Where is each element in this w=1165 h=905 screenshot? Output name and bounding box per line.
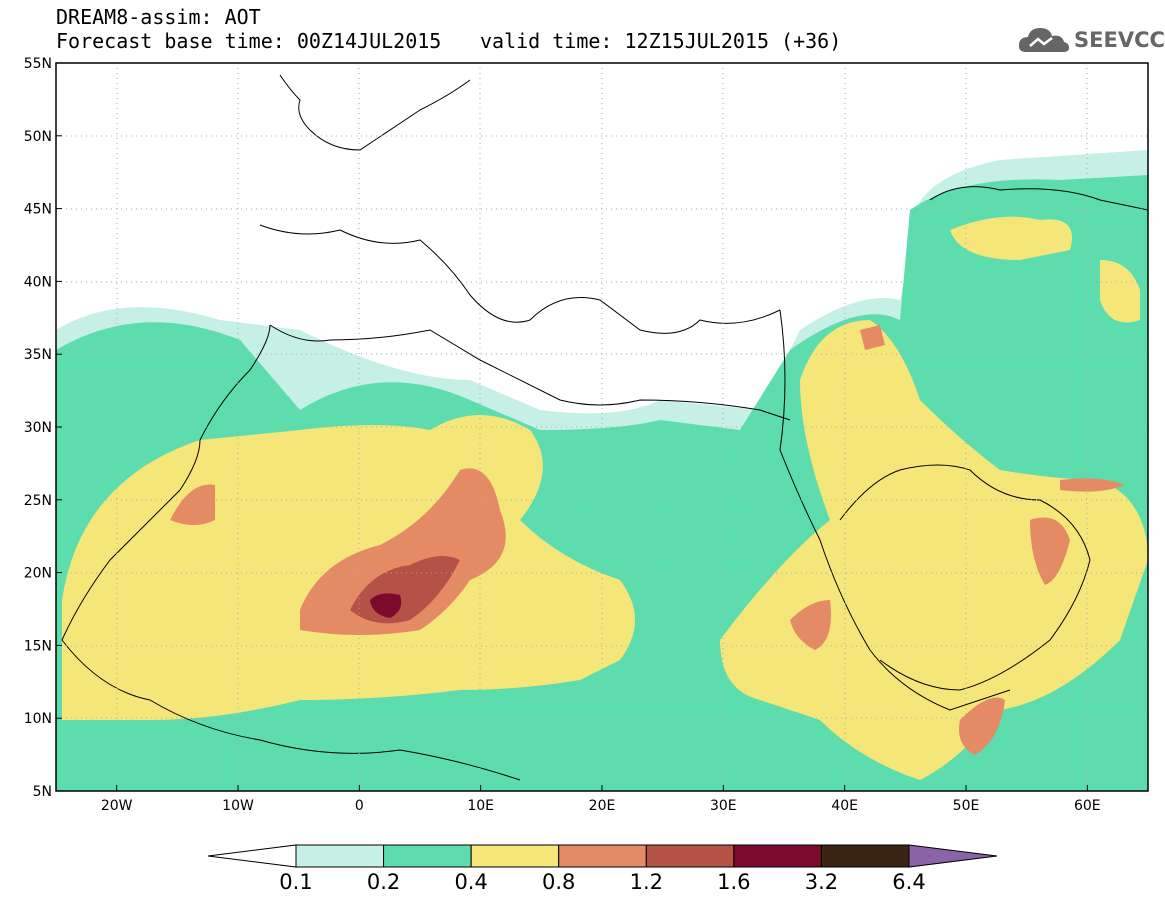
lat-label: 20N: [24, 566, 52, 582]
colorbar-level-label: 0.2: [366, 870, 401, 894]
logo-text: SEEVCCC: [1074, 28, 1165, 52]
colorbar-level-label: 0.1: [279, 870, 313, 894]
colorbar: [207, 844, 998, 868]
lon-label: 20W: [101, 798, 133, 814]
lon-label: 20E: [589, 798, 616, 814]
colorbar-low-arrow: [207, 844, 297, 868]
seevccc-logo: SEEVCCC: [1016, 22, 1165, 58]
colorbar-level-label: 0.4: [454, 870, 488, 894]
valid-time: valid time: 12Z15JUL2015 (+36): [480, 29, 842, 53]
lat-label: 5N: [33, 784, 52, 800]
lat-label: 35N: [24, 347, 52, 363]
lon-label: 10W: [222, 798, 254, 814]
lon-label: 0: [355, 798, 364, 814]
lat-label: 25N: [24, 493, 52, 509]
colorbar-swatch: [295, 844, 385, 868]
lon-label: 10E: [467, 798, 494, 814]
lat-label: 30N: [24, 420, 52, 436]
lon-label: 40E: [831, 798, 858, 814]
colorbar-swatch: [383, 844, 472, 868]
colorbar-swatch: [470, 844, 560, 868]
lat-label: 50N: [24, 129, 52, 145]
colorbar-swatch: [558, 844, 647, 868]
colorbar-level-label: 0.8: [542, 870, 576, 894]
colorbar-level-label: 1.6: [717, 870, 751, 894]
lat-label: 45N: [24, 202, 52, 218]
lon-label: 60E: [1074, 798, 1101, 814]
lat-label: 40N: [24, 274, 52, 290]
forecast-base-time: Forecast base time: 00Z14JUL2015: [56, 29, 442, 53]
colorbar-swatch: [820, 844, 910, 868]
longitude-axis: 20W 10W 0 10E 20E 30E 40E 50E 60E: [101, 785, 1101, 814]
colorbar-level-label: 6.4: [892, 870, 926, 894]
lon-label: 50E: [953, 798, 980, 814]
map-title: DREAM8-assim: AOT: [56, 5, 261, 29]
lat-label: 15N: [24, 638, 52, 654]
lat-label: 10N: [24, 711, 52, 727]
coastlines: [61, 74, 1148, 781]
colorbar-level-label: 3.2: [804, 870, 839, 894]
latitude-axis: 55N 50N 45N 40N 35N 30N 25N 20N 15N 10N 5N: [24, 56, 62, 800]
cloud-icon: [1018, 28, 1069, 52]
colorbar-swatch: [645, 844, 735, 868]
gridlines: [56, 63, 1148, 791]
lat-label: 55N: [24, 56, 52, 72]
colorbar-high-arrow: [908, 844, 998, 868]
lon-label: 30E: [710, 798, 737, 814]
colorbar-swatch: [733, 844, 822, 868]
colorbar-level-label: 1.2: [629, 870, 663, 894]
